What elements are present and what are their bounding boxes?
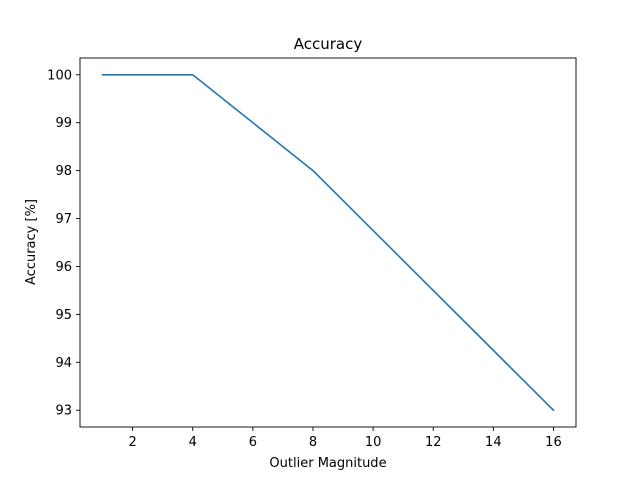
y-tick-label: 93 [55,404,72,419]
x-tick-label: 2 [128,435,136,450]
y-tick-label: 98 [55,164,72,179]
y-tick-label: 100 [47,68,72,83]
y-tick-label: 97 [55,212,72,227]
y-tick-label: 94 [55,356,72,371]
axes-frame [79,57,577,428]
x-tick-label: 6 [249,435,257,450]
plot-area: 2 4 6 8 10 12 14 16 93 94 95 96 97 98 99 100 [47,57,577,450]
x-tick-label: 14 [485,435,502,450]
x-axis-label: Outlier Magnitude [269,456,386,471]
x-tick-label: 8 [309,435,317,450]
chart-title: Accuracy [294,35,363,53]
y-axis-label: Accuracy [%] [24,199,39,285]
series-line-0 [101,73,555,412]
x-tick-label: 16 [545,435,562,450]
x-tick-label: 4 [189,435,197,450]
x-tick-label: 12 [425,435,442,450]
x-tick-label: 10 [365,435,382,450]
y-tick-label: 95 [55,308,72,323]
y-tick-label: 96 [55,260,72,275]
y-tick-label: 99 [55,116,72,131]
